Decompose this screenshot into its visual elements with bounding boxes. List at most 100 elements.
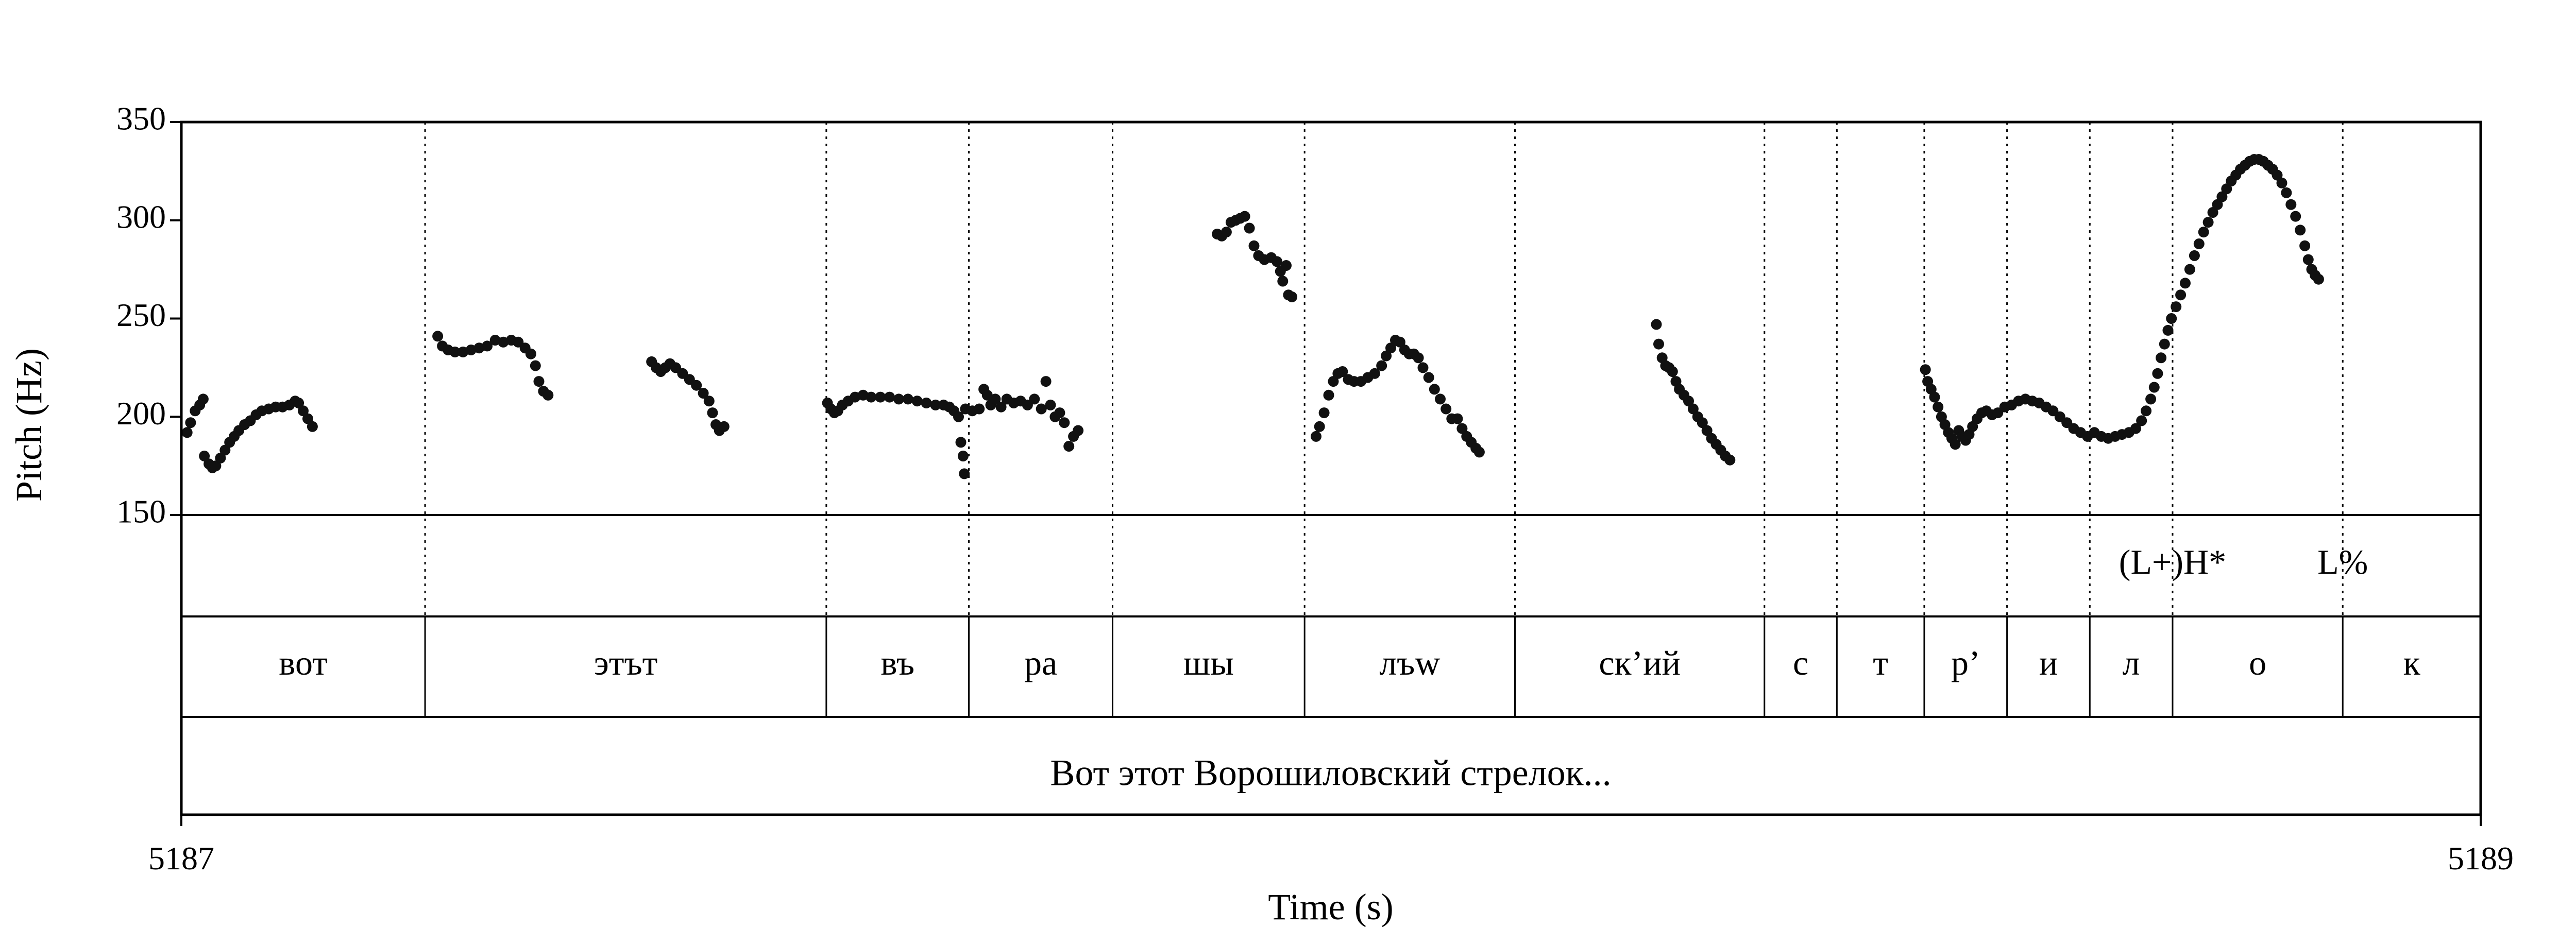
pitch-point [1429, 384, 1440, 395]
pitch-point [1967, 421, 1978, 432]
pitch-point [482, 340, 493, 352]
pitch-point [1667, 366, 1678, 377]
pitch-point [1651, 319, 1662, 330]
y-tick-label: 150 [116, 493, 166, 530]
pitch-point [2156, 352, 2167, 364]
y-tick-label: 200 [116, 395, 166, 432]
y-tick-label: 250 [116, 297, 166, 333]
pitch-point [432, 331, 444, 342]
pitch-point [1417, 362, 1429, 373]
segment-label: вот [279, 643, 327, 682]
pitch-point [2136, 415, 2147, 426]
pitch-point [953, 411, 964, 422]
x-tick-label-end: 5189 [2448, 840, 2514, 877]
segment-label: р’ [1951, 643, 1980, 682]
pitch-point [2299, 240, 2311, 251]
pitch-point [530, 360, 541, 371]
pitch-point [930, 399, 941, 410]
y-tick-label: 300 [116, 198, 166, 235]
pitch-points [181, 154, 2324, 479]
phrase-label: Вот этот Ворошиловский стрелок... [1050, 752, 1611, 794]
pitch-point [215, 452, 226, 464]
pitch-point [293, 398, 304, 408]
segment-label: ск’ий [1599, 643, 1681, 682]
pitch-point [1272, 256, 1283, 267]
pitch-point [2216, 191, 2228, 202]
x-axis: 5187 5189 [148, 815, 2514, 877]
y-axis-title: Pitch (Hz) [8, 348, 49, 502]
pitch-point [1063, 441, 1075, 452]
pitch-point [974, 403, 985, 415]
pitch-point [1314, 421, 1325, 432]
segment-labels: вот этът въ ра шы лъw ск’ий с т р’ и л о к [279, 643, 2420, 682]
pitch-point [990, 393, 1001, 405]
pitch-point [957, 451, 969, 461]
segment-label: въ [880, 643, 914, 682]
pitch-point [2152, 368, 2163, 379]
pitch-point [533, 376, 545, 387]
pitch-point [1452, 413, 1463, 424]
pitch-point [1683, 396, 1694, 407]
x-tick-label-start: 5187 [148, 840, 214, 877]
pitch-point [2207, 207, 2218, 218]
pitch-point [2302, 254, 2314, 265]
pitch-point [1423, 372, 1434, 383]
pitch-point [449, 346, 461, 357]
tone-label: (L+)H* [2119, 542, 2226, 581]
pitch-point [1248, 240, 1260, 251]
pitch-point [703, 396, 715, 407]
pitch-point [893, 393, 904, 405]
pitch-point [955, 437, 967, 448]
pitch-point [1413, 352, 1424, 364]
pitch-point [1394, 336, 1405, 348]
pitch-point [1653, 338, 1664, 350]
tone-label: L% [2317, 542, 2368, 581]
pitch-point [1323, 389, 1334, 401]
pitch-point [1950, 439, 1961, 450]
pitch-point [2285, 199, 2297, 210]
pitch-point [1337, 366, 1348, 377]
pitch-point [1933, 401, 1944, 413]
pitch-point [718, 421, 730, 432]
pitch-point [2193, 238, 2205, 249]
pitch-point [2212, 199, 2223, 210]
segment-label: ра [1024, 643, 1057, 682]
pitch-point [2148, 382, 2160, 393]
pitch-point [2295, 225, 2306, 236]
pitch-point [691, 380, 702, 391]
pitch-point [2145, 393, 2157, 405]
pitch-point [525, 348, 536, 359]
pitch-point [707, 407, 718, 419]
pitch-point [1376, 360, 1387, 371]
pitch-point [2175, 289, 2187, 301]
pitch-point [1724, 454, 1736, 466]
segment-label: этът [594, 643, 658, 682]
segment-label: с [1793, 643, 1808, 682]
pitch-point [219, 444, 231, 456]
pitch-point [1311, 431, 1321, 442]
pitch-point [921, 398, 932, 408]
pitch-point [1701, 425, 1713, 436]
segment-label: шы [1183, 643, 1234, 682]
pitch-point [2184, 264, 2195, 275]
pitch-point [1929, 391, 1940, 403]
pitch-point [2162, 324, 2174, 336]
segment-label: о [2249, 643, 2266, 682]
pitch-point [1328, 376, 1339, 387]
pitch-point [1239, 211, 1250, 222]
segment-boundaries [424, 122, 2344, 717]
pitch-point [1920, 364, 1931, 375]
pitch-point [1054, 407, 1065, 419]
pitch-point [1277, 276, 1289, 287]
pitch-point [199, 451, 210, 461]
pitch-point [2202, 217, 2214, 228]
pitch-point [465, 345, 477, 355]
pitch-point [1059, 417, 1070, 428]
segment-label: к [2403, 643, 2421, 682]
pitch-point [902, 393, 913, 405]
pitch-point [1435, 393, 1446, 405]
pitch-point [2290, 211, 2301, 222]
pitch-point [2221, 183, 2232, 195]
pitch-point [298, 405, 309, 417]
pitch-point [2272, 169, 2283, 181]
